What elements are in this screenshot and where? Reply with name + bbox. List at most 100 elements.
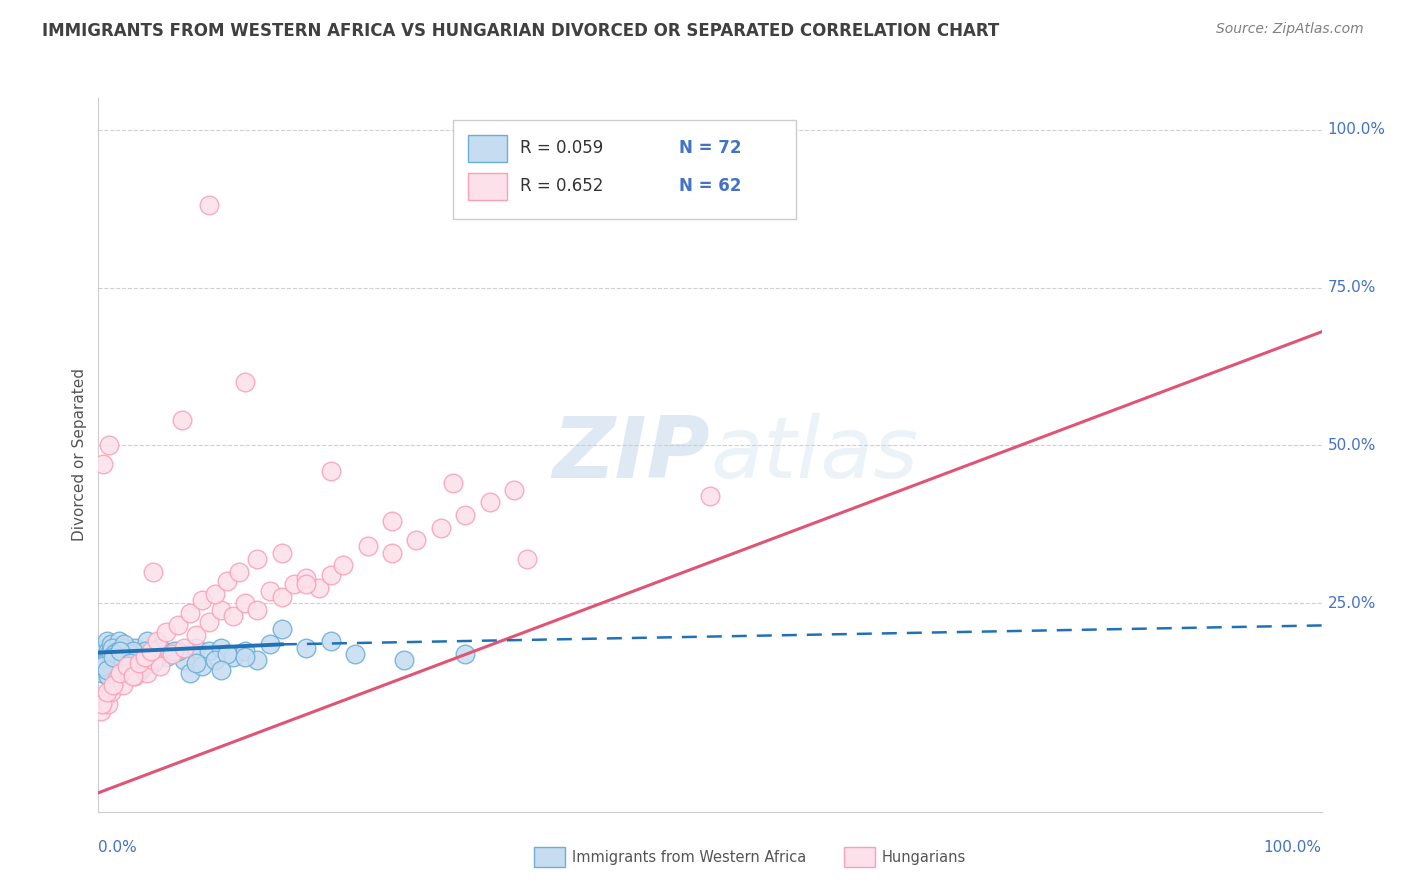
Point (160, 647, 183, 661)
Point (100, 637, 122, 651)
Text: N = 72: N = 72 (679, 139, 742, 157)
Text: IMMIGRANTS FROM WESTERN AFRICA VS HUNGARIAN DIVORCED OR SEPARATED CORRELATION CH: IMMIGRANTS FROM WESTERN AFRICA VS HUNGAR… (42, 22, 1000, 40)
FancyBboxPatch shape (468, 173, 508, 200)
Point (186, 657, 208, 671)
Point (96, 684, 118, 698)
Point (430, 520, 453, 534)
Point (111, 678, 134, 692)
Point (101, 640, 124, 655)
Point (233, 643, 256, 657)
Point (93, 653, 115, 667)
Text: 100.0%: 100.0% (1264, 840, 1322, 855)
Point (381, 514, 404, 528)
Point (124, 640, 146, 655)
Point (381, 546, 404, 560)
Point (146, 650, 169, 665)
Point (233, 596, 256, 610)
Point (115, 659, 138, 673)
Point (111, 657, 134, 671)
Point (344, 647, 367, 661)
Point (107, 643, 129, 657)
Point (160, 647, 183, 661)
Text: R = 0.059: R = 0.059 (520, 139, 603, 157)
Text: Source: ZipAtlas.com: Source: ZipAtlas.com (1216, 22, 1364, 37)
Point (186, 640, 208, 655)
FancyBboxPatch shape (468, 136, 508, 162)
Point (356, 540, 378, 554)
Point (197, 198, 219, 212)
Point (163, 643, 186, 657)
Point (136, 665, 159, 680)
Point (118, 653, 141, 667)
Point (128, 663, 150, 677)
Point (197, 643, 219, 657)
Point (405, 533, 427, 548)
Point (283, 577, 305, 591)
Point (308, 581, 330, 595)
Point (111, 640, 134, 655)
Text: 25.0%: 25.0% (1327, 596, 1376, 611)
Point (167, 618, 190, 632)
Point (91, 698, 114, 712)
Point (105, 647, 128, 661)
Point (91, 647, 114, 661)
Point (101, 678, 124, 692)
Text: 100.0%: 100.0% (1327, 122, 1386, 137)
Point (699, 489, 721, 503)
Text: 0.0%: 0.0% (98, 840, 138, 855)
Point (233, 650, 256, 665)
Point (107, 663, 129, 677)
Point (105, 672, 128, 686)
Point (259, 583, 281, 598)
Point (215, 574, 238, 589)
Point (295, 571, 318, 585)
Point (209, 640, 232, 655)
Point (129, 663, 152, 677)
Point (91, 659, 114, 673)
Point (454, 647, 477, 661)
Point (170, 413, 193, 427)
Point (96, 663, 118, 677)
Point (120, 657, 142, 671)
Point (93, 640, 115, 655)
Point (91, 665, 114, 680)
Point (270, 622, 294, 636)
Point (478, 495, 501, 509)
Point (134, 650, 156, 665)
Point (139, 657, 162, 671)
Text: N = 62: N = 62 (679, 177, 742, 194)
Point (90, 704, 112, 718)
Point (441, 476, 464, 491)
Point (319, 464, 342, 478)
Point (100, 684, 122, 698)
Text: Immigrants from Western Africa: Immigrants from Western Africa (572, 850, 807, 864)
Text: ZIP: ZIP (553, 413, 710, 497)
Point (93, 657, 115, 671)
Point (121, 669, 143, 683)
Point (209, 602, 232, 616)
Point (179, 665, 201, 680)
Point (94, 653, 117, 667)
Point (114, 647, 136, 661)
Point (121, 643, 143, 657)
Point (142, 653, 165, 667)
Text: atlas: atlas (710, 413, 918, 497)
Point (118, 665, 141, 680)
Point (142, 657, 165, 671)
Point (91, 458, 114, 472)
Point (246, 552, 269, 566)
Point (270, 590, 294, 604)
Point (173, 640, 195, 655)
Point (96, 634, 118, 648)
Point (149, 640, 172, 655)
Point (222, 650, 245, 665)
Point (295, 640, 318, 655)
Text: Hungarians: Hungarians (882, 850, 966, 864)
Point (104, 650, 127, 665)
Point (91, 659, 114, 673)
Point (503, 483, 526, 497)
Point (246, 653, 269, 667)
Point (136, 634, 159, 648)
FancyBboxPatch shape (453, 120, 796, 219)
Point (191, 659, 214, 673)
